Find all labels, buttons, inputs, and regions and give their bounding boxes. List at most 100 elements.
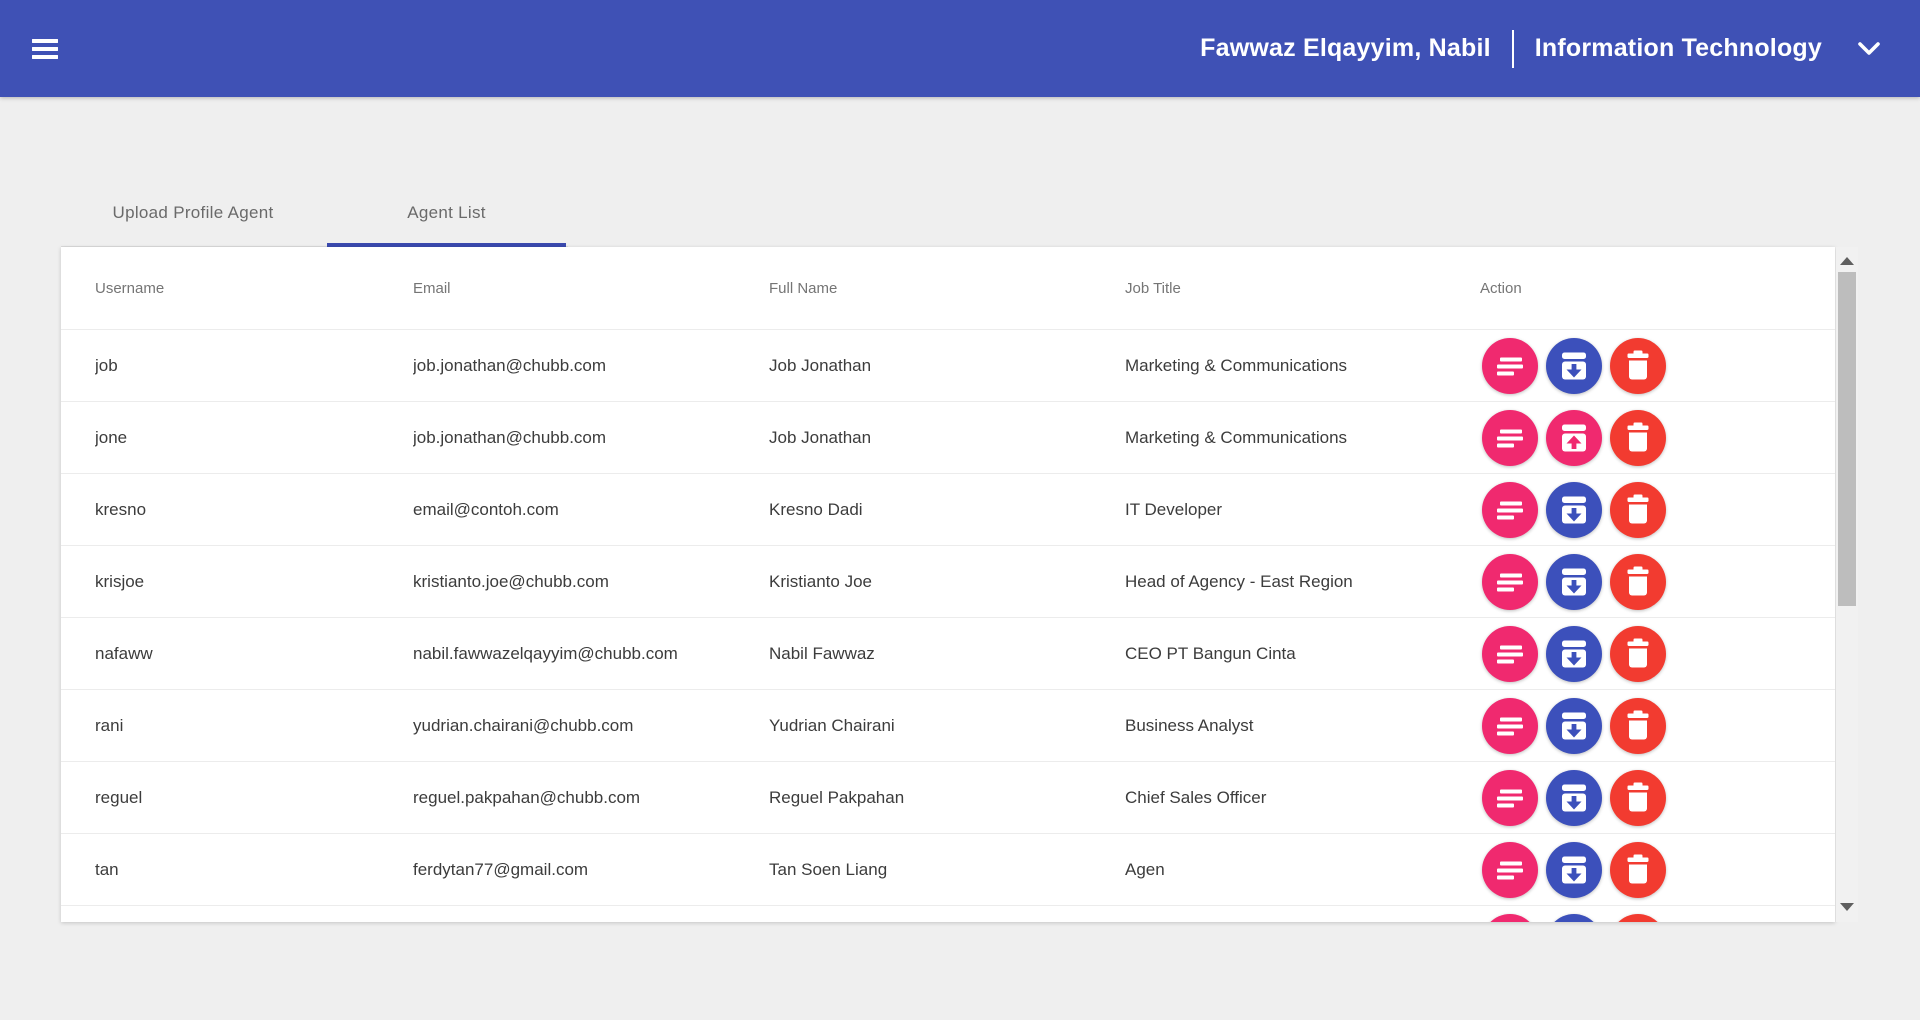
column-header-full-name: Full Name <box>769 279 838 297</box>
table-row: rani yudrian.chairani@chubb.com Yudrian … <box>61 689 1835 761</box>
table-row: reguel reguel.pakpahan@chubb.com Reguel … <box>61 761 1835 833</box>
detail-lines-icon <box>1497 717 1523 735</box>
trash-button[interactable] <box>1610 409 1666 466</box>
cell-full-name: Job Jonathan <box>769 355 872 375</box>
trash-icon <box>1610 914 1666 923</box>
table-row: tan ferdytan77@gmail.com Tan Soen Liang … <box>61 833 1835 905</box>
detail-lines-icon <box>1497 645 1523 663</box>
table-header-row: Username Email Full Name Job Title Actio… <box>61 247 1835 329</box>
cell-username: kresno <box>95 499 147 519</box>
table-row: job job.jonathan@chubb.com Job Jonathan … <box>61 329 1835 401</box>
cell-email: yudrian.chairani@chubb.com <box>413 715 634 735</box>
row-actions <box>1480 409 1835 466</box>
trash-button[interactable] <box>1610 625 1666 682</box>
detail-lines-icon <box>1497 573 1523 591</box>
detail-lines-button[interactable] <box>1482 697 1538 754</box>
tab-label: Agent List <box>407 203 486 222</box>
detail-lines-button[interactable] <box>1482 769 1538 826</box>
column-header-email: Email <box>413 279 451 297</box>
table-row <box>61 905 1835 922</box>
table-row: kresno email@contoh.com Kresno Dadi IT D… <box>61 473 1835 545</box>
tab-agent-list[interactable]: Agent List <box>325 180 568 248</box>
hamburger-menu-icon[interactable] <box>32 0 72 97</box>
column-header-action: Action <box>1480 279 1522 297</box>
detail-lines-button[interactable] <box>1482 625 1538 682</box>
archive-down-button[interactable] <box>1546 913 1602 923</box>
user-name: Fawwaz Elqayyim, Nabil <box>1200 34 1491 62</box>
archive-down-button[interactable] <box>1546 337 1602 394</box>
archive-down-button[interactable] <box>1546 625 1602 682</box>
detail-lines-icon <box>1482 914 1538 923</box>
vertical-scrollbar[interactable] <box>1836 247 1858 922</box>
row-actions <box>1480 337 1835 394</box>
trash-button[interactable] <box>1610 913 1666 923</box>
title-divider <box>1511 29 1514 68</box>
cell-job-title: Marketing & Communications <box>1125 427 1348 447</box>
table-row: jone job.jonathan@chubb.com Job Jonathan… <box>61 401 1835 473</box>
department-name: Information Technology <box>1534 34 1822 62</box>
archive-down-button[interactable] <box>1546 553 1602 610</box>
cell-username: krisjoe <box>95 571 145 591</box>
column-header-username: Username <box>95 279 165 297</box>
cell-username: jone <box>95 427 128 447</box>
archive-down-icon <box>1562 496 1586 523</box>
cell-job-title: Chief Sales Officer <box>1125 787 1267 807</box>
tab-label: Upload Profile Agent <box>112 203 274 222</box>
cell-job-title: Business Analyst <box>1125 715 1254 735</box>
archive-down-button[interactable] <box>1546 769 1602 826</box>
cell-username: job <box>95 355 118 375</box>
cell-full-name: Tan Soen Liang <box>769 859 888 879</box>
detail-lines-icon <box>1497 501 1523 519</box>
detail-lines-icon <box>1497 357 1523 375</box>
trash-icon <box>1627 422 1649 451</box>
trash-button[interactable] <box>1610 337 1666 394</box>
app-bar: Fawwaz Elqayyim, Nabil Information Techn… <box>0 0 1920 97</box>
cell-username: rani <box>95 715 124 735</box>
cell-email: job.jonathan@chubb.com <box>413 355 607 375</box>
cell-email: kristianto.joe@chubb.com <box>413 571 609 591</box>
trash-button[interactable] <box>1610 769 1666 826</box>
detail-lines-icon <box>1497 861 1523 879</box>
trash-icon <box>1627 638 1649 667</box>
archive-down-icon <box>1562 784 1586 811</box>
trash-button[interactable] <box>1610 841 1666 898</box>
archive-down-button[interactable] <box>1546 481 1602 538</box>
row-actions <box>1480 769 1835 826</box>
trash-icon <box>1627 710 1649 739</box>
tab-upload-profile-agent[interactable]: Upload Profile Agent <box>61 180 325 247</box>
tab-bar: Upload Profile Agent Agent List <box>61 180 568 248</box>
trash-button[interactable] <box>1610 697 1666 754</box>
archive-down-button[interactable] <box>1546 697 1602 754</box>
chevron-down-icon[interactable] <box>1858 41 1880 56</box>
cell-job-title: CEO PT Bangun Cinta <box>1125 643 1296 663</box>
cell-email: reguel.pakpahan@chubb.com <box>413 787 641 807</box>
scroll-up-arrow-icon[interactable] <box>1840 257 1854 265</box>
cell-full-name: Nabil Fawwaz <box>769 643 875 663</box>
detail-lines-button[interactable] <box>1482 553 1538 610</box>
user-menu[interactable]: Fawwaz Elqayyim, Nabil Information Techn… <box>1200 0 1880 97</box>
detail-lines-button[interactable] <box>1482 409 1538 466</box>
row-actions <box>1480 481 1835 538</box>
scroll-down-arrow-icon[interactable] <box>1840 903 1854 911</box>
detail-lines-button[interactable] <box>1482 481 1538 538</box>
trash-button[interactable] <box>1610 553 1666 610</box>
cell-full-name: Kresno Dadi <box>769 499 863 519</box>
archive-down-icon <box>1546 914 1602 923</box>
archive-up-button[interactable] <box>1546 409 1602 466</box>
archive-down-button[interactable] <box>1546 841 1602 898</box>
detail-lines-button[interactable] <box>1482 337 1538 394</box>
cell-username: nafaww <box>95 643 153 663</box>
trash-button[interactable] <box>1610 481 1666 538</box>
table-row: nafaww nabil.fawwazelqayyim@chubb.com Na… <box>61 617 1835 689</box>
scrollbar-thumb[interactable] <box>1838 272 1856 606</box>
detail-lines-button[interactable] <box>1482 841 1538 898</box>
row-actions <box>1480 913 1835 923</box>
table-row: krisjoe kristianto.joe@chubb.com Kristia… <box>61 545 1835 617</box>
cell-full-name: Job Jonathan <box>769 427 872 447</box>
trash-icon <box>1627 782 1649 811</box>
detail-lines-button[interactable] <box>1482 913 1538 923</box>
archive-down-icon <box>1562 352 1586 379</box>
column-header-job-title: Job Title <box>1125 279 1181 297</box>
cell-email: nabil.fawwazelqayyim@chubb.com <box>413 643 678 663</box>
cell-job-title: IT Developer <box>1125 499 1223 519</box>
